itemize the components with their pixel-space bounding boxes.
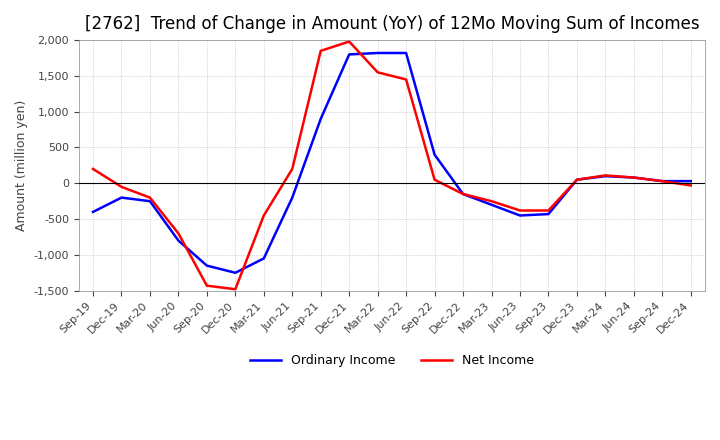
Ordinary Income <box>601 173 610 179</box>
Ordinary Income <box>572 177 581 182</box>
Ordinary Income <box>402 50 410 55</box>
Net Income <box>516 208 524 213</box>
Ordinary Income <box>487 202 496 207</box>
Ordinary Income <box>288 195 297 200</box>
Net Income <box>316 48 325 54</box>
Y-axis label: Amount (million yen): Amount (million yen) <box>15 100 28 231</box>
Legend: Ordinary Income, Net Income: Ordinary Income, Net Income <box>245 349 539 372</box>
Ordinary Income <box>117 195 126 200</box>
Ordinary Income <box>544 212 553 217</box>
Net Income <box>431 177 439 182</box>
Net Income <box>202 283 211 288</box>
Ordinary Income <box>145 198 154 204</box>
Ordinary Income <box>202 263 211 268</box>
Net Income <box>572 177 581 182</box>
Ordinary Income <box>231 270 240 275</box>
Ordinary Income <box>516 213 524 218</box>
Net Income <box>629 175 638 180</box>
Net Income <box>117 184 126 190</box>
Ordinary Income <box>459 191 467 197</box>
Line: Ordinary Income: Ordinary Income <box>93 53 690 273</box>
Ordinary Income <box>174 238 183 243</box>
Ordinary Income <box>658 179 667 184</box>
Ordinary Income <box>259 256 268 261</box>
Net Income <box>544 208 553 213</box>
Ordinary Income <box>374 50 382 55</box>
Net Income <box>145 195 154 200</box>
Net Income <box>402 77 410 82</box>
Net Income <box>374 70 382 75</box>
Line: Net Income: Net Income <box>93 41 690 289</box>
Ordinary Income <box>629 175 638 180</box>
Title: [2762]  Trend of Change in Amount (YoY) of 12Mo Moving Sum of Incomes: [2762] Trend of Change in Amount (YoY) o… <box>84 15 699 33</box>
Net Income <box>259 213 268 218</box>
Net Income <box>487 198 496 204</box>
Ordinary Income <box>345 52 354 57</box>
Net Income <box>459 191 467 197</box>
Ordinary Income <box>431 152 439 157</box>
Net Income <box>601 173 610 178</box>
Ordinary Income <box>316 116 325 121</box>
Net Income <box>686 183 695 188</box>
Net Income <box>345 39 354 44</box>
Net Income <box>288 166 297 172</box>
Net Income <box>174 231 183 236</box>
Ordinary Income <box>89 209 97 215</box>
Net Income <box>658 179 667 184</box>
Net Income <box>231 286 240 292</box>
Ordinary Income <box>686 179 695 184</box>
Net Income <box>89 166 97 172</box>
